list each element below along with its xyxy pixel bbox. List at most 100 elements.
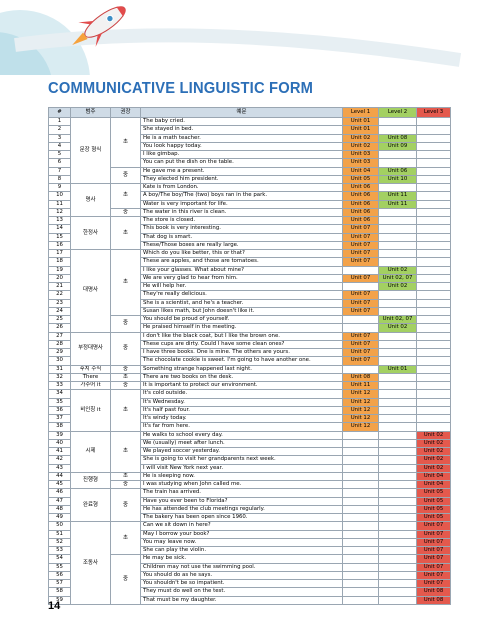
- unit-cell: Unit 03: [342, 158, 379, 168]
- example-sentence: The water in this river is clean.: [140, 207, 343, 218]
- row-number: 13: [48, 215, 71, 226]
- empty-cell: [378, 290, 417, 300]
- recommended-level: 중: [110, 380, 141, 391]
- example-sentence: You look happy today.: [140, 141, 343, 152]
- empty-cell: [342, 455, 379, 465]
- empty-cell: [342, 570, 379, 581]
- example-sentence: I like gimbap.: [140, 149, 343, 160]
- empty-cell: [378, 257, 417, 267]
- example-sentence: It's cold outside.: [140, 389, 343, 399]
- empty-cell: [416, 290, 451, 300]
- empty-cell: [342, 529, 379, 539]
- empty-cell: [416, 281, 451, 292]
- unit-cell: Unit 02, 07: [378, 314, 417, 325]
- example-sentence: There are two books on the desk.: [140, 372, 343, 383]
- unit-cell: Unit 07: [416, 570, 451, 581]
- example-sentence: I was studying when John called me.: [140, 479, 343, 490]
- example-sentence: These cups are dirty. Could I have some …: [140, 339, 343, 350]
- row-number: 28: [48, 339, 71, 350]
- table-row: 1 문장 형식 초 The baby cried. Unit 01: [48, 116, 451, 184]
- unit-cell: Unit 06: [342, 191, 379, 201]
- row-number: 7: [48, 166, 71, 176]
- example-sentence: It's Wednesday.: [140, 397, 343, 407]
- column-header: Level 2: [378, 107, 417, 118]
- unit-cell: Unit 02: [416, 438, 451, 449]
- example-sentence: They're really delicious.: [140, 290, 343, 300]
- empty-cell: [378, 125, 417, 135]
- empty-cell: [342, 364, 379, 374]
- recommended-level: 초: [110, 216, 141, 250]
- row-number: 20: [48, 273, 71, 284]
- row-number: 5: [48, 149, 71, 160]
- example-sentence: He is a math teacher.: [140, 133, 343, 143]
- empty-cell: [416, 372, 451, 383]
- unit-cell: Unit 07: [342, 298, 379, 308]
- unit-cell: Unit 11: [342, 380, 379, 391]
- empty-cell: [378, 339, 417, 350]
- category: There: [70, 372, 111, 383]
- row-number: 33: [48, 380, 71, 391]
- row-number: 51: [48, 529, 71, 539]
- unit-cell: Unit 01: [378, 364, 417, 374]
- table-row: 6 You can put the dish on the table. Unit …: [48, 158, 451, 168]
- example-sentence: The baby cried.: [140, 116, 343, 127]
- unit-cell: Unit 12: [342, 413, 379, 424]
- example-sentence: I like your glasses. What about mine?: [140, 265, 343, 275]
- unit-cell: Unit 03: [342, 149, 379, 160]
- table-row: 34 비인칭 it 초 It's cold outside. Unit 12: [48, 389, 451, 432]
- empty-cell: [378, 578, 417, 589]
- unit-cell: Unit 04: [342, 166, 379, 176]
- empty-cell: [416, 405, 451, 416]
- empty-cell: [378, 455, 417, 465]
- empty-cell: [342, 430, 379, 440]
- recommended-level: 중: [110, 479, 141, 490]
- unit-cell: Unit 07: [342, 339, 379, 350]
- empty-cell: [416, 149, 451, 160]
- unit-cell: Unit 12: [342, 389, 379, 399]
- table-row: 52 You may leave now. Unit 07: [48, 537, 451, 548]
- row-number: 3: [48, 133, 71, 143]
- empty-cell: [416, 323, 451, 333]
- recommended-level: 초: [110, 117, 141, 168]
- example-sentence: The chocolate cookie is sweet. I'm going…: [140, 356, 343, 366]
- rocket-decoration: [0, 0, 500, 75]
- empty-cell: [342, 496, 379, 506]
- recommended-level: 중: [110, 207, 141, 218]
- empty-cell: [378, 529, 417, 539]
- row-number: 24: [48, 306, 71, 317]
- recommended-level: 중: [110, 364, 141, 374]
- example-sentence: Something strange happened last night.: [140, 364, 343, 374]
- empty-cell: [342, 545, 379, 556]
- category: 한정사: [70, 216, 111, 250]
- row-number: 37: [48, 413, 71, 424]
- unit-cell: Unit 04: [416, 479, 451, 490]
- empty-cell: [416, 191, 451, 201]
- unit-cell: Unit 12: [342, 422, 379, 432]
- empty-cell: [378, 207, 417, 218]
- recommended-level: 중: [110, 331, 141, 366]
- empty-cell: [378, 298, 417, 308]
- unit-cell: Unit 04: [416, 471, 451, 482]
- table-row: 15 That dog is smart. Unit 07: [48, 232, 451, 242]
- row-number: 29: [48, 347, 71, 358]
- recommended-level: 중: [110, 166, 141, 184]
- recommended-level: 중: [110, 488, 141, 523]
- empty-cell: [416, 248, 451, 259]
- empty-cell: [378, 182, 417, 193]
- example-sentence: We are very glad to hear from him.: [140, 273, 343, 284]
- empty-cell: [378, 562, 417, 572]
- category: 시제: [70, 430, 111, 473]
- empty-cell: [378, 422, 417, 432]
- category: 부정대명사: [70, 331, 111, 366]
- empty-cell: [378, 438, 417, 449]
- row-number: 12: [48, 207, 71, 218]
- empty-cell: [378, 554, 417, 564]
- unit-cell: Unit 05: [416, 488, 451, 498]
- empty-cell: [416, 273, 451, 284]
- unit-cell: Unit 07: [342, 290, 379, 300]
- example-sentence: It's half past four.: [140, 405, 343, 416]
- example-sentence: He praised himself in the meeting.: [140, 323, 343, 333]
- unit-cell: Unit 01: [342, 116, 379, 127]
- title: COMMUNICATIVE LINGUISTIC FORM: [48, 80, 314, 97]
- category: 명사: [70, 183, 111, 217]
